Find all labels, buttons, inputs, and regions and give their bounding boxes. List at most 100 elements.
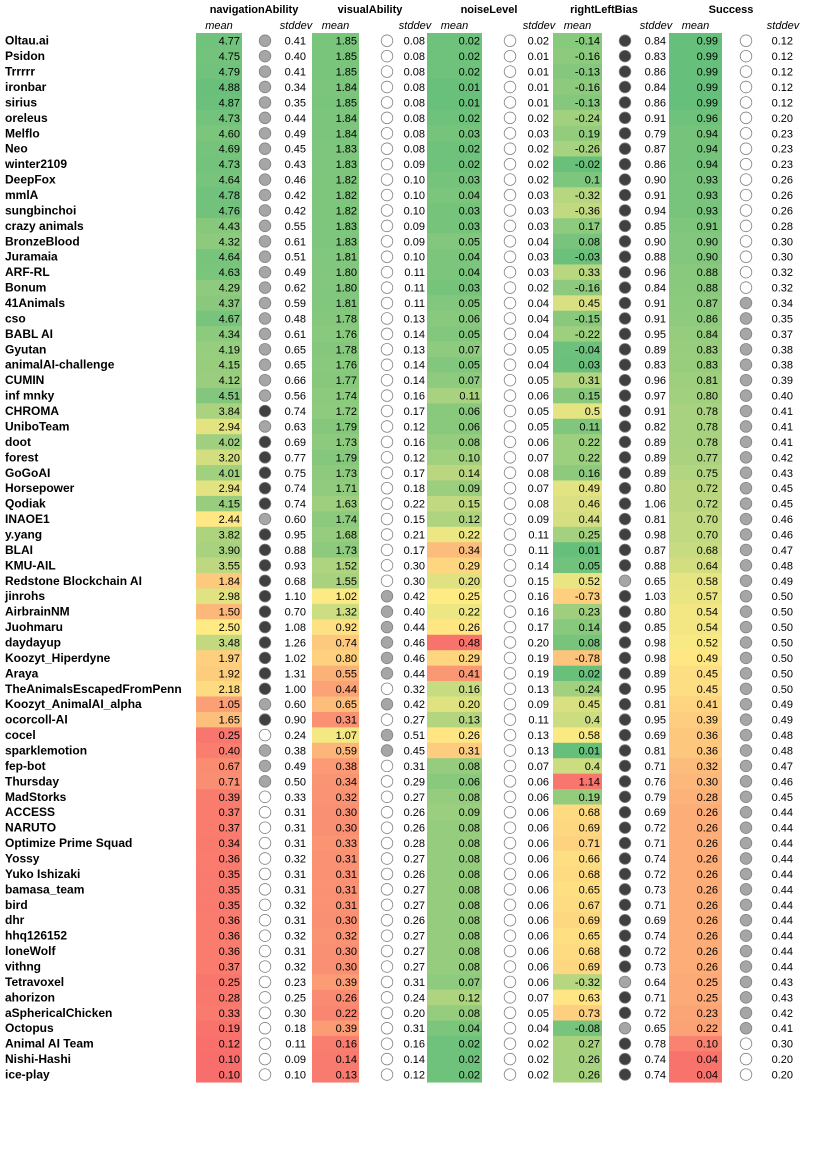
stddev-dot: [739, 420, 753, 433]
stddev-value: 0.60: [285, 514, 306, 526]
team-name: ARF-RL: [5, 265, 50, 279]
stddev-value: 0.98: [645, 529, 666, 541]
stddev-value: 0.84: [645, 283, 666, 295]
stddev-dot: [503, 790, 517, 803]
stddev-value: 0.93: [285, 560, 306, 572]
stddev-value: 0.06: [528, 884, 549, 896]
mean-value: 1.68: [336, 529, 357, 541]
mean-value: 0.45: [579, 699, 600, 711]
mean-value: 3.55: [219, 560, 240, 572]
mean-cell: [427, 526, 482, 543]
stddev-value: 0.47: [772, 545, 793, 557]
stddev-dot: [618, 296, 632, 310]
mean-value: 0.05: [579, 560, 600, 572]
stddev-dot: [503, 49, 517, 63]
mean-value: 0.32: [336, 792, 357, 804]
mean-value: 0.67: [219, 761, 240, 773]
mean-value: 0.83: [697, 360, 718, 372]
stddev-dot: [739, 620, 753, 634]
stddev-dot: [380, 265, 394, 279]
stddev-value: 0.41: [772, 437, 793, 449]
mean-cell: [196, 789, 242, 805]
mean-value: 4.32: [219, 236, 240, 248]
stddev-dot: [380, 559, 394, 572]
mean-cell: [196, 1005, 242, 1021]
stddev-value: 0.32: [285, 854, 306, 866]
stddev-value: 0.13: [404, 313, 425, 325]
stddev-value: 0.77: [285, 452, 306, 464]
mean-value: -0.13: [575, 67, 600, 79]
stddev-dot: [618, 358, 632, 371]
stddev-dot: [258, 312, 272, 325]
mean-value: 0.08: [459, 946, 480, 958]
team-name: NARUTO: [5, 821, 56, 835]
stddev-value: 0.25: [285, 992, 306, 1004]
mean-cell: [427, 218, 482, 234]
stddev-value: 0.45: [404, 745, 425, 757]
stddev-value: 0.32: [285, 931, 306, 943]
mean-value: 0.15: [459, 499, 480, 511]
stddev-value: 0.49: [285, 128, 306, 140]
stddev-dot: [618, 620, 632, 634]
mean-value: 0.26: [697, 838, 718, 850]
mean-cell: [196, 48, 242, 65]
stddev-dot: [618, 883, 632, 896]
mean-cell: [669, 1020, 722, 1037]
mean-value: 0.01: [579, 545, 600, 557]
mean-cell: [196, 588, 242, 605]
stddev-dot: [258, 466, 272, 479]
stddev-value: 0.84: [645, 82, 666, 94]
stddev-dot: [739, 142, 753, 155]
mean-value: 0.03: [579, 360, 600, 372]
mean-value: 2.94: [219, 483, 240, 495]
mean-cell: [196, 542, 242, 558]
mean-cell: [553, 912, 602, 929]
stddev-value: 0.49: [772, 699, 793, 711]
stddev-dot: [258, 929, 272, 942]
mean-cell: [196, 634, 242, 651]
mean-value: 4.87: [219, 97, 240, 109]
stddev-dot: [739, 929, 753, 942]
stddev-value: 0.74: [645, 1054, 666, 1066]
mean-value: 1.80: [336, 283, 357, 295]
mean-value: 4.15: [219, 360, 240, 372]
stddev-dot: [503, 728, 517, 742]
stddev-value: 0.42: [772, 1008, 793, 1020]
stddev-dot: [618, 605, 632, 618]
mean-cell: [427, 696, 482, 713]
mean-value: 0.04: [459, 1023, 480, 1035]
mean-cell: [553, 310, 602, 327]
stddev-value: 0.08: [404, 82, 425, 94]
mean-value: 2.50: [219, 622, 240, 634]
mean-cell: [553, 681, 602, 697]
mean-value: 4.67: [219, 313, 240, 325]
mean-cell: [312, 943, 359, 960]
stddev-value: 0.42: [404, 591, 425, 603]
stddev-dot: [380, 327, 394, 341]
stddev-value: 0.26: [404, 823, 425, 835]
stddev-value: 0.73: [645, 884, 666, 896]
stddev-dot: [618, 898, 632, 911]
stddev-value: 0.73: [645, 962, 666, 974]
mean-cell: [553, 804, 602, 821]
mean-value: 3.84: [219, 406, 240, 418]
mean-value: 0.05: [459, 298, 480, 310]
mean-value: 0.31: [336, 715, 357, 727]
mean-value: 1.82: [336, 190, 357, 202]
mean-cell: [312, 480, 359, 497]
mean-value: 0.11: [579, 421, 600, 433]
stddev-value: 0.69: [645, 730, 666, 742]
mean-cell: [312, 295, 359, 312]
mean-value: 4.88: [219, 82, 240, 94]
stddev-value: 0.62: [285, 283, 306, 295]
stddev-value: 0.46: [772, 529, 793, 541]
mean-value: 0.03: [459, 205, 480, 217]
mean-cell: [669, 403, 722, 420]
stddev-dot: [258, 1006, 272, 1020]
stddev-dot: [258, 173, 272, 186]
stddev-dot: [618, 559, 632, 572]
mean-value: 0.74: [336, 637, 357, 649]
mean-value: 1.72: [336, 406, 357, 418]
stddev-value: 0.13: [528, 730, 549, 742]
stddev-value: 0.26: [772, 205, 793, 217]
